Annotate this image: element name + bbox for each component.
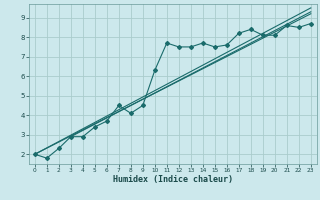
X-axis label: Humidex (Indice chaleur): Humidex (Indice chaleur) xyxy=(113,175,233,184)
